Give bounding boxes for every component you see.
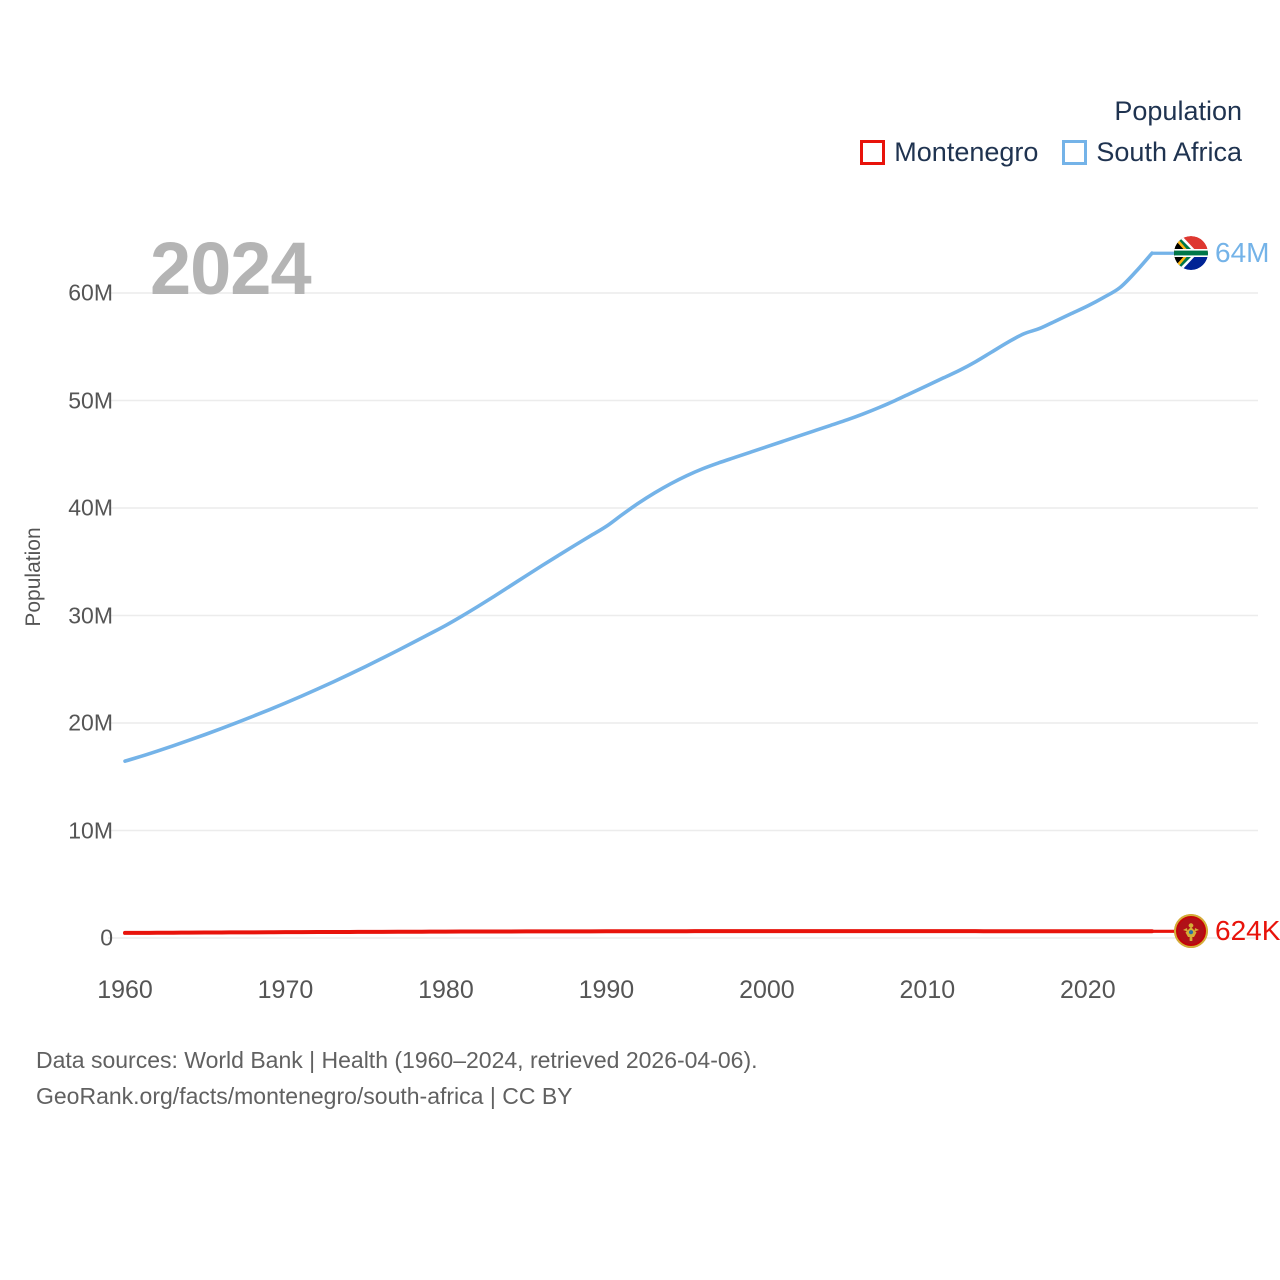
end-marker-montenegro[interactable]: 624K — [1174, 914, 1280, 949]
y-axis-title: Population — [22, 527, 45, 627]
marker-connectors — [1152, 251, 1176, 933]
footer-line-1: Data sources: World Bank | Health (1960–… — [36, 1047, 758, 1073]
x-axis-tick-label: 2020 — [1060, 976, 1116, 1004]
x-axis-tick-label: 1970 — [257, 976, 314, 1004]
y-axis-ticks: 0 10M 20M 30M 40M 50M 60M — [0, 0, 113, 1280]
montenegro-flag-icon — [1174, 914, 1208, 949]
end-marker-south-africa[interactable]: 64M — [1174, 236, 1270, 271]
south-africa-flag-icon — [1174, 236, 1208, 271]
legend-label-south-africa: South Africa — [1096, 137, 1242, 167]
x-axis-tick-label: 2000 — [739, 976, 795, 1004]
x-axis-tick-label: 1960 — [97, 976, 153, 1004]
x-axis-tick-label: 1990 — [578, 976, 635, 1004]
y-axis-tick-label: 0 — [100, 924, 113, 951]
series-line-south-africa — [123, 251, 1154, 763]
legend-item-montenegro[interactable]: Montenegro — [860, 139, 1038, 166]
legend-label-montenegro: Montenegro — [894, 137, 1039, 167]
x-axis-tick-label: 2010 — [899, 976, 956, 1004]
x-axis-tick-label: 1980 — [418, 976, 474, 1004]
y-axis-tick-label: 30M — [68, 602, 113, 628]
legend-items: Montenegro South Africa — [860, 139, 1242, 166]
legend-swatch-south-africa — [1062, 140, 1088, 165]
series-line-montenegro — [123, 929, 1154, 935]
legend-title: Population — [1114, 96, 1242, 126]
gridlines — [108, 292, 1258, 939]
y-axis-tick-label: 10M — [68, 817, 113, 843]
south-africa-value-label: 64M — [1215, 237, 1270, 269]
y-axis-tick-label: 60M — [68, 279, 113, 306]
year-watermark: 2024 — [150, 227, 312, 310]
y-axis-tick-label: 50M — [68, 387, 113, 413]
montenegro-value-label: 624K — [1215, 915, 1280, 947]
footer-line-2: GeoRank.org/facts/montenegro/south-afric… — [36, 1082, 573, 1109]
series-lines — [123, 251, 1154, 935]
legend-swatch-montenegro — [860, 140, 886, 165]
legend-item-south-africa[interactable]: South Africa — [1062, 139, 1242, 166]
footer-sources: Data sources: World Bank | Health (1960–… — [36, 1043, 758, 1114]
y-axis-tick-label: 40M — [68, 494, 113, 521]
chart-legend: Population Montenegro South Africa — [860, 98, 1242, 166]
y-axis-tick-label: 20M — [68, 709, 113, 736]
